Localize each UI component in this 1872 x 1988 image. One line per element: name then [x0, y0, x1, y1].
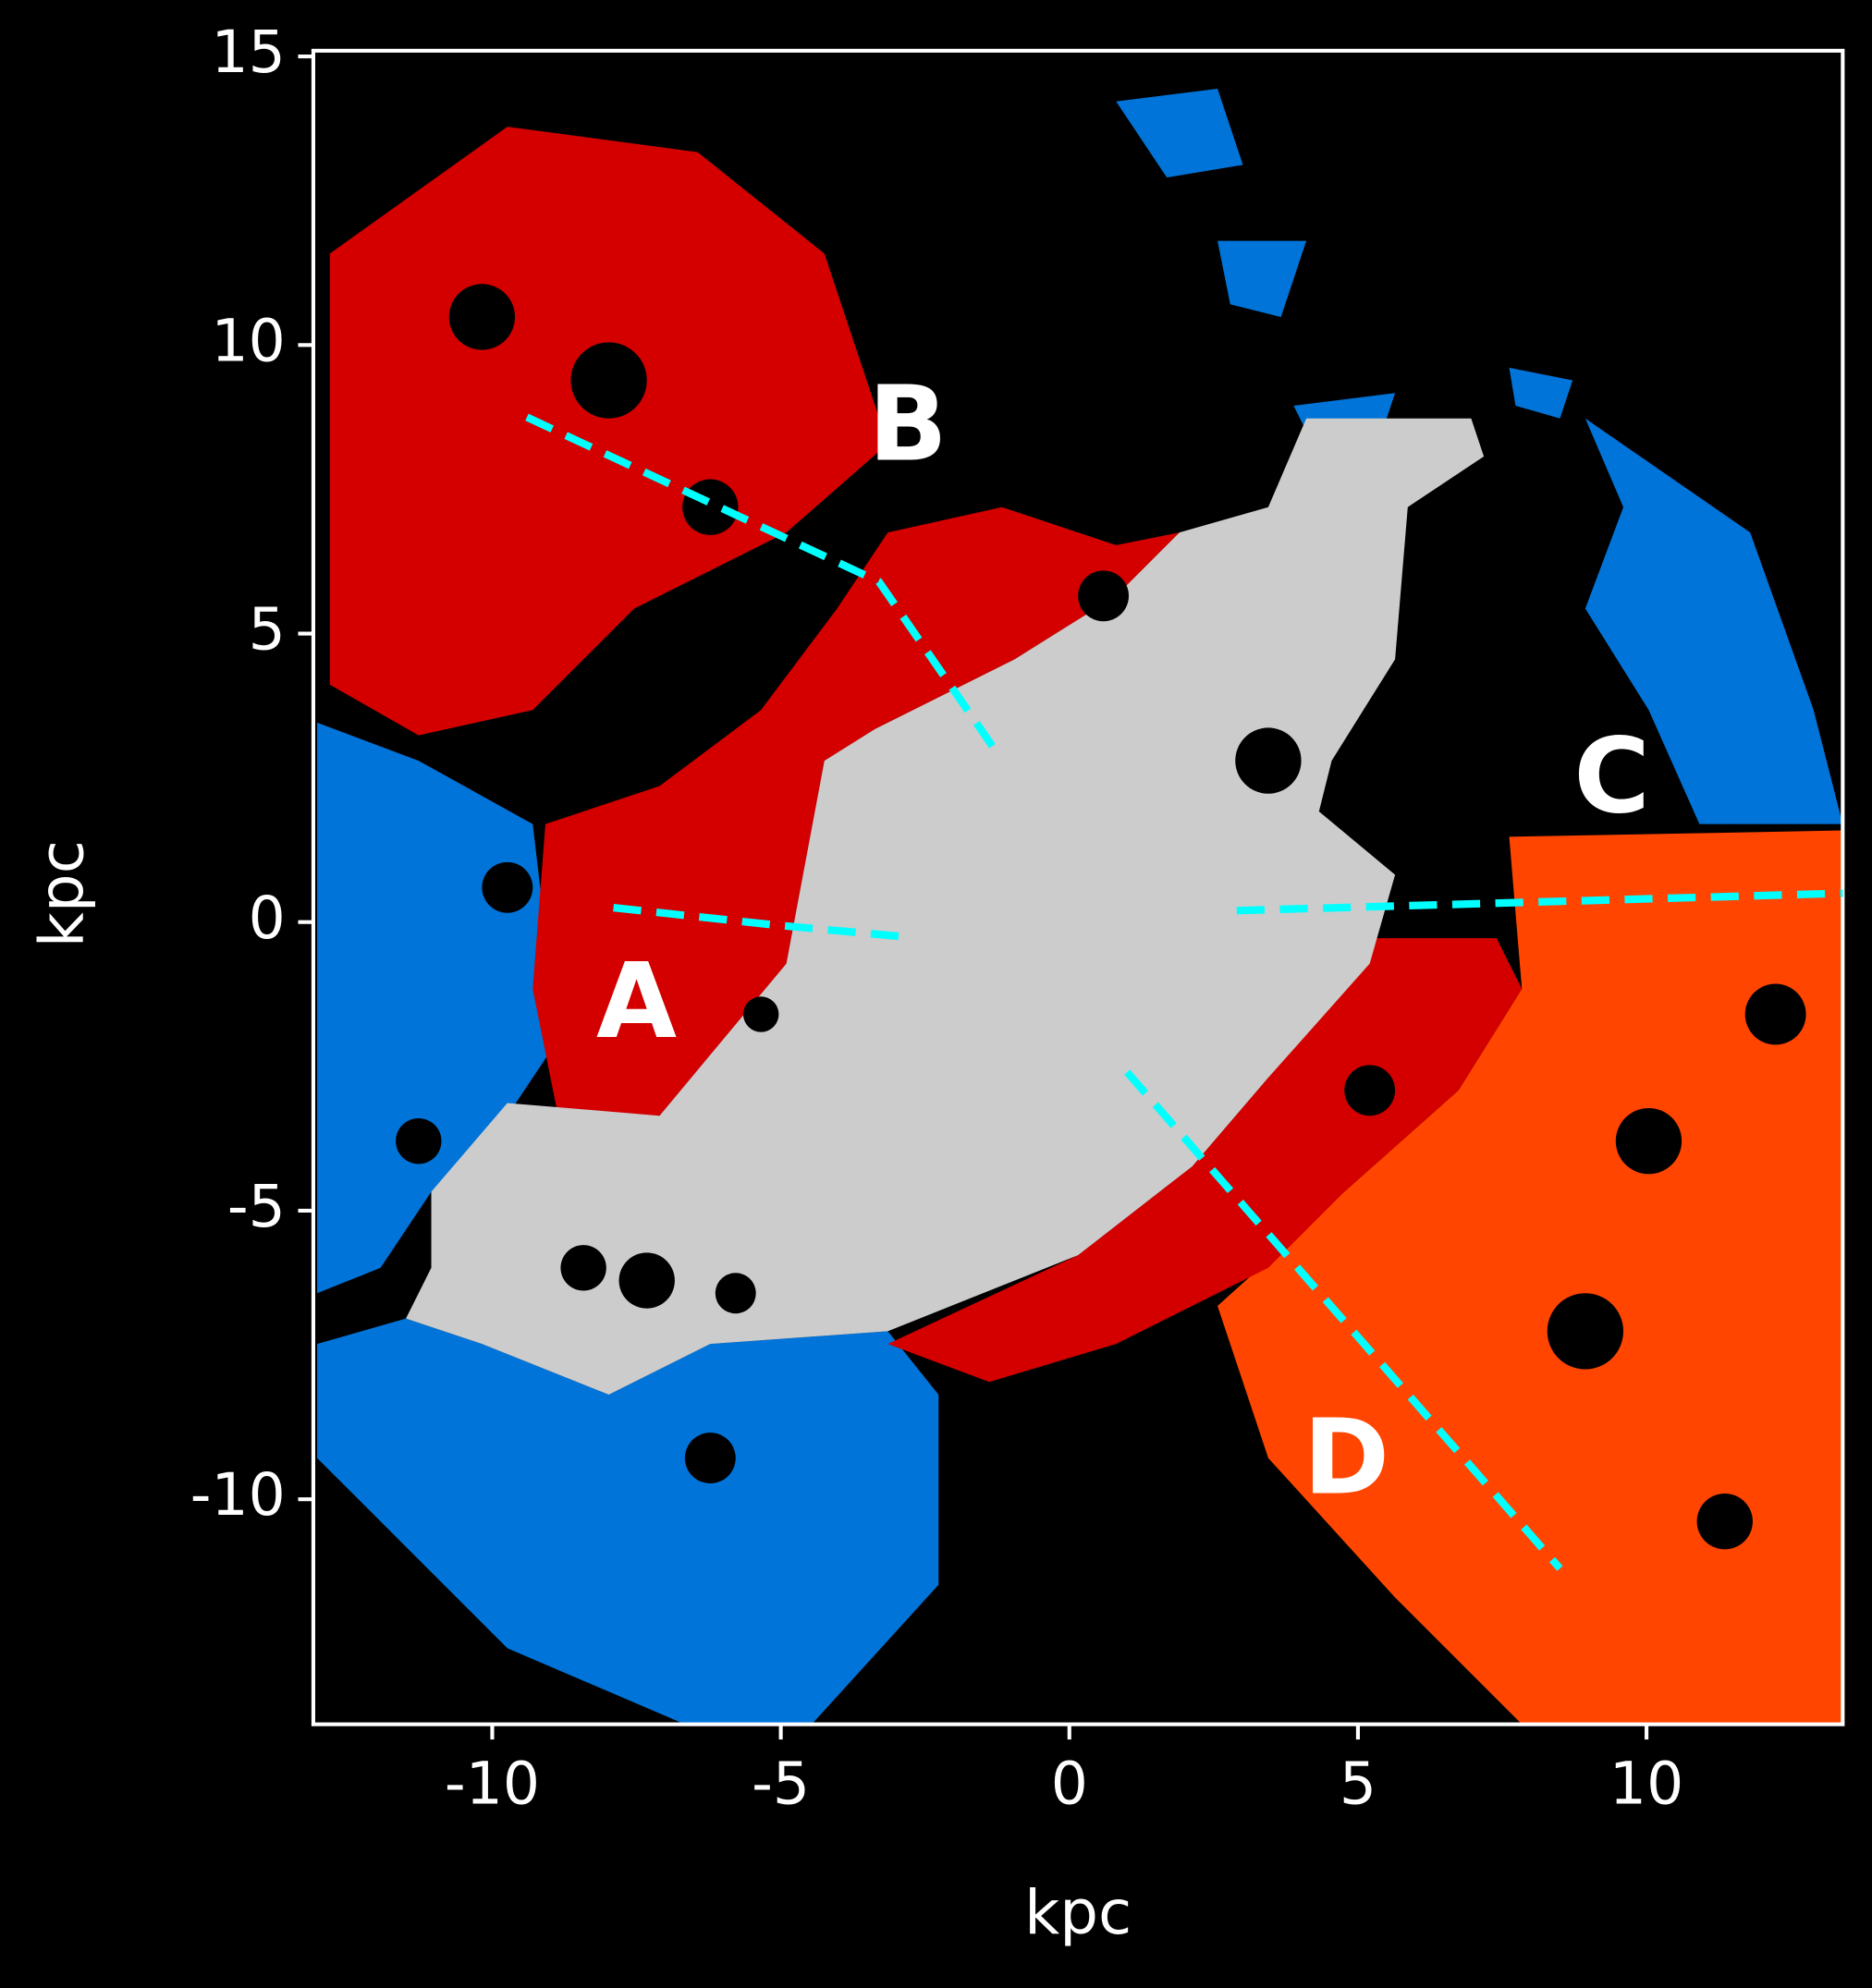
annotation: B	[868, 364, 948, 485]
region-red	[329, 127, 888, 736]
region-blue	[1509, 367, 1573, 419]
x-tick-label: 5	[1340, 1749, 1376, 1817]
region-gray	[406, 418, 1485, 1395]
x-axis-label: kpc	[1024, 1877, 1132, 1948]
region-blue	[1116, 89, 1243, 178]
region-blue	[1217, 240, 1307, 317]
holes	[396, 284, 1806, 1550]
guide-line	[525, 413, 998, 751]
y-tick-label: 0	[249, 884, 286, 952]
x-tick-label: 0	[1051, 1749, 1088, 1817]
guide-line	[613, 904, 903, 941]
region-map	[317, 89, 1843, 1725]
guide-line	[1124, 1069, 1563, 1571]
y-tick-label: -10	[190, 1460, 286, 1529]
region-blue	[1584, 418, 1843, 824]
y-tick-label: 5	[249, 595, 286, 664]
region-orange	[1217, 830, 1843, 1725]
y-tick-label: 10	[211, 306, 285, 374]
annotation: A	[596, 941, 677, 1062]
y-axis-label: kpc	[26, 840, 97, 947]
guide-line	[1236, 889, 1843, 915]
annotation: D	[1303, 1396, 1389, 1518]
region-red	[532, 506, 1180, 1116]
y-tick-label: -5	[227, 1172, 286, 1240]
annotation: C	[1573, 716, 1650, 837]
plot-frame	[311, 48, 1845, 1726]
region-red	[887, 938, 1523, 1383]
x-tick-label: 10	[1609, 1749, 1683, 1817]
x-tick-label: -5	[752, 1749, 810, 1817]
x-tick-label: -10	[445, 1749, 540, 1817]
y-tick-label: 15	[211, 18, 285, 86]
region-blue	[317, 1318, 939, 1725]
